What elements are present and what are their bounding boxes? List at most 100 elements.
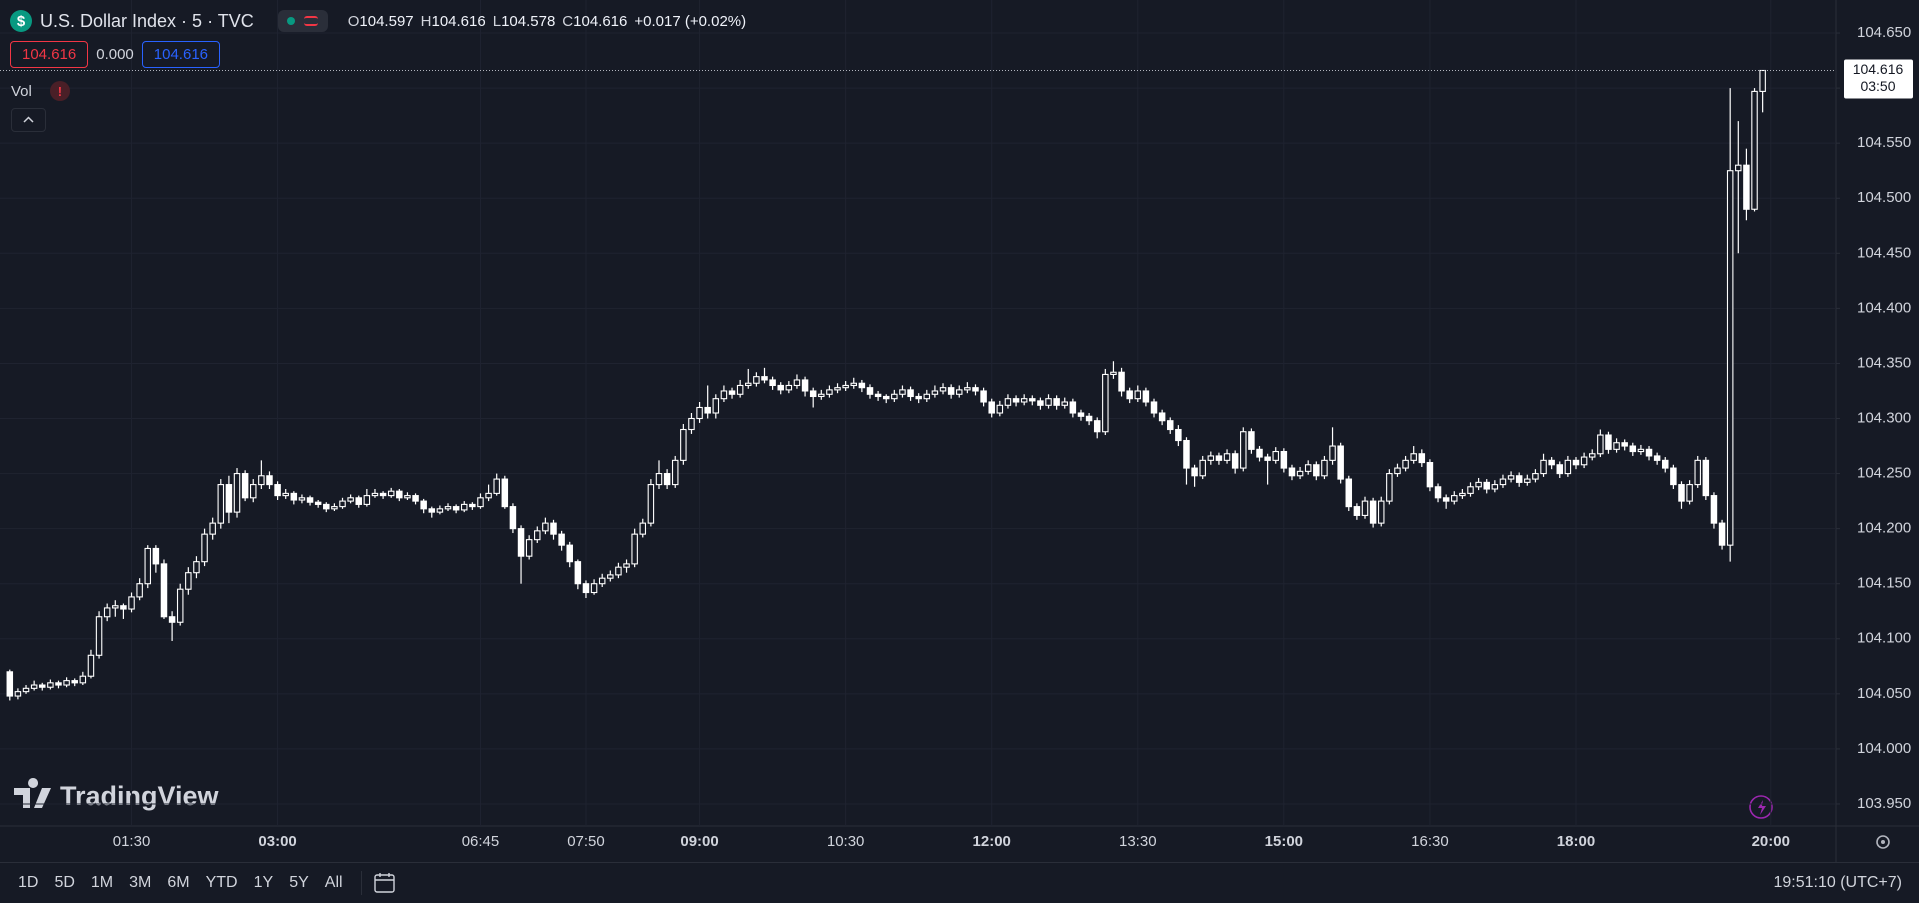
candle-body [79, 675, 87, 684]
candle-body [834, 387, 841, 391]
candle-body [631, 533, 638, 565]
symbol-title[interactable]: U.S. Dollar Index · 5 · TVC [40, 10, 254, 31]
candle-body [501, 478, 509, 508]
countdown: 03:50 [1860, 78, 1895, 94]
candle-body [136, 583, 143, 598]
candle-body [1459, 492, 1466, 497]
market-status[interactable] [277, 10, 328, 32]
candle-body [1288, 467, 1296, 477]
candle-body [534, 530, 541, 541]
candle-body [1556, 464, 1564, 475]
candle-body [988, 401, 995, 414]
bid-price[interactable]: 104.616 [10, 41, 89, 68]
volume-label: Vol [11, 82, 32, 100]
candle-body [347, 497, 354, 502]
candle-body [785, 384, 793, 391]
x-tick-label: 09:00 [680, 833, 718, 850]
candle-body [1142, 390, 1150, 403]
candle-body [736, 384, 744, 395]
bottom-toolbar: 1D 5D 1M 3M 6M YTD 1Y 5Y All 19:51:10 (UTC+7) [0, 862, 1919, 903]
clock[interactable]: 19:51:10 (UTC+7) [1773, 874, 1902, 891]
x-tick-label: 12:00 [973, 833, 1011, 850]
candle-body [1037, 400, 1044, 406]
candle-body [801, 379, 809, 392]
y-tick-label: 104.200 [1857, 520, 1911, 537]
candle-body [688, 417, 695, 431]
range-button[interactable]: 5Y [289, 874, 309, 891]
candle-body [209, 522, 216, 535]
candle-body [452, 506, 460, 511]
candle-body [1264, 456, 1271, 461]
candle-body [1710, 495, 1718, 524]
candle-body [1718, 522, 1726, 546]
candle-body [907, 389, 914, 398]
go-to-date-button[interactable] [372, 871, 398, 895]
candle-body [939, 387, 947, 392]
candle-body [858, 382, 866, 389]
candle-body [753, 376, 760, 384]
spread: 0.000 [96, 46, 134, 63]
candle-body [947, 387, 955, 395]
candle-body [647, 484, 655, 524]
candle-body [1053, 398, 1060, 406]
ohlc-key: L [492, 12, 502, 30]
candle-body [1215, 455, 1223, 461]
grid [0, 0, 1836, 826]
volume-warning[interactable]: ! [49, 81, 70, 101]
candle-body [1475, 481, 1482, 488]
candle-body [371, 492, 379, 497]
candle-body [485, 492, 492, 499]
candle-body [1434, 486, 1442, 499]
y-tick-label: 104.500 [1857, 189, 1911, 206]
alert-icon[interactable] [1749, 795, 1773, 819]
candle-body [761, 376, 768, 381]
candle-body [680, 428, 687, 461]
y-tick-label: 104.000 [1857, 740, 1911, 757]
candle-body [745, 382, 752, 387]
range-button[interactable]: 3M [129, 874, 152, 891]
candle-body [71, 680, 78, 684]
ohlc-value: 104.616 [573, 12, 628, 30]
candle-body [87, 654, 95, 677]
candle-body [1045, 398, 1052, 406]
candle-body [777, 384, 784, 391]
candle-body [1580, 456, 1588, 466]
candle-body [1166, 420, 1174, 431]
candle-body [290, 492, 298, 501]
candle-body [972, 387, 979, 392]
candle-body [655, 473, 663, 486]
candle-body [112, 605, 119, 609]
settings-icon[interactable] [1876, 835, 1890, 849]
collapse-legend-button[interactable] [11, 108, 46, 132]
range-button[interactable]: 1D [18, 874, 39, 891]
candle-body [47, 682, 54, 688]
candle-body [1467, 486, 1474, 494]
candle-body [1515, 475, 1523, 483]
candle-body [1093, 420, 1101, 433]
ask-price[interactable]: 104.616 [141, 41, 221, 68]
range-button[interactable]: YTD [205, 874, 238, 891]
candle-body [1191, 467, 1198, 477]
range-button[interactable]: 1M [90, 874, 114, 891]
x-tick-label: 06:45 [462, 833, 500, 850]
candle-body [1256, 448, 1263, 458]
range-button[interactable]: 1Y [253, 874, 274, 891]
candle-body [404, 495, 411, 499]
candle-body [1077, 412, 1085, 417]
candle-body [793, 379, 801, 387]
candle-body [168, 616, 176, 623]
candle-body [1588, 453, 1596, 458]
y-tick-label: 104.300 [1857, 409, 1911, 426]
legend-header: $ U.S. Dollar Index · 5 · TVC O104.597 H1… [10, 8, 746, 34]
candle-body [217, 484, 225, 524]
range-button[interactable]: 6M [167, 874, 190, 891]
candle-body [241, 473, 249, 499]
range-button[interactable]: 5D [54, 874, 75, 891]
candle-body [566, 544, 573, 563]
range-button[interactable]: All [324, 874, 343, 891]
ohlc-key: C [562, 12, 574, 30]
volume-legend: Vol ! [11, 81, 70, 101]
candle-body [696, 406, 703, 420]
candle-body [1223, 453, 1231, 461]
